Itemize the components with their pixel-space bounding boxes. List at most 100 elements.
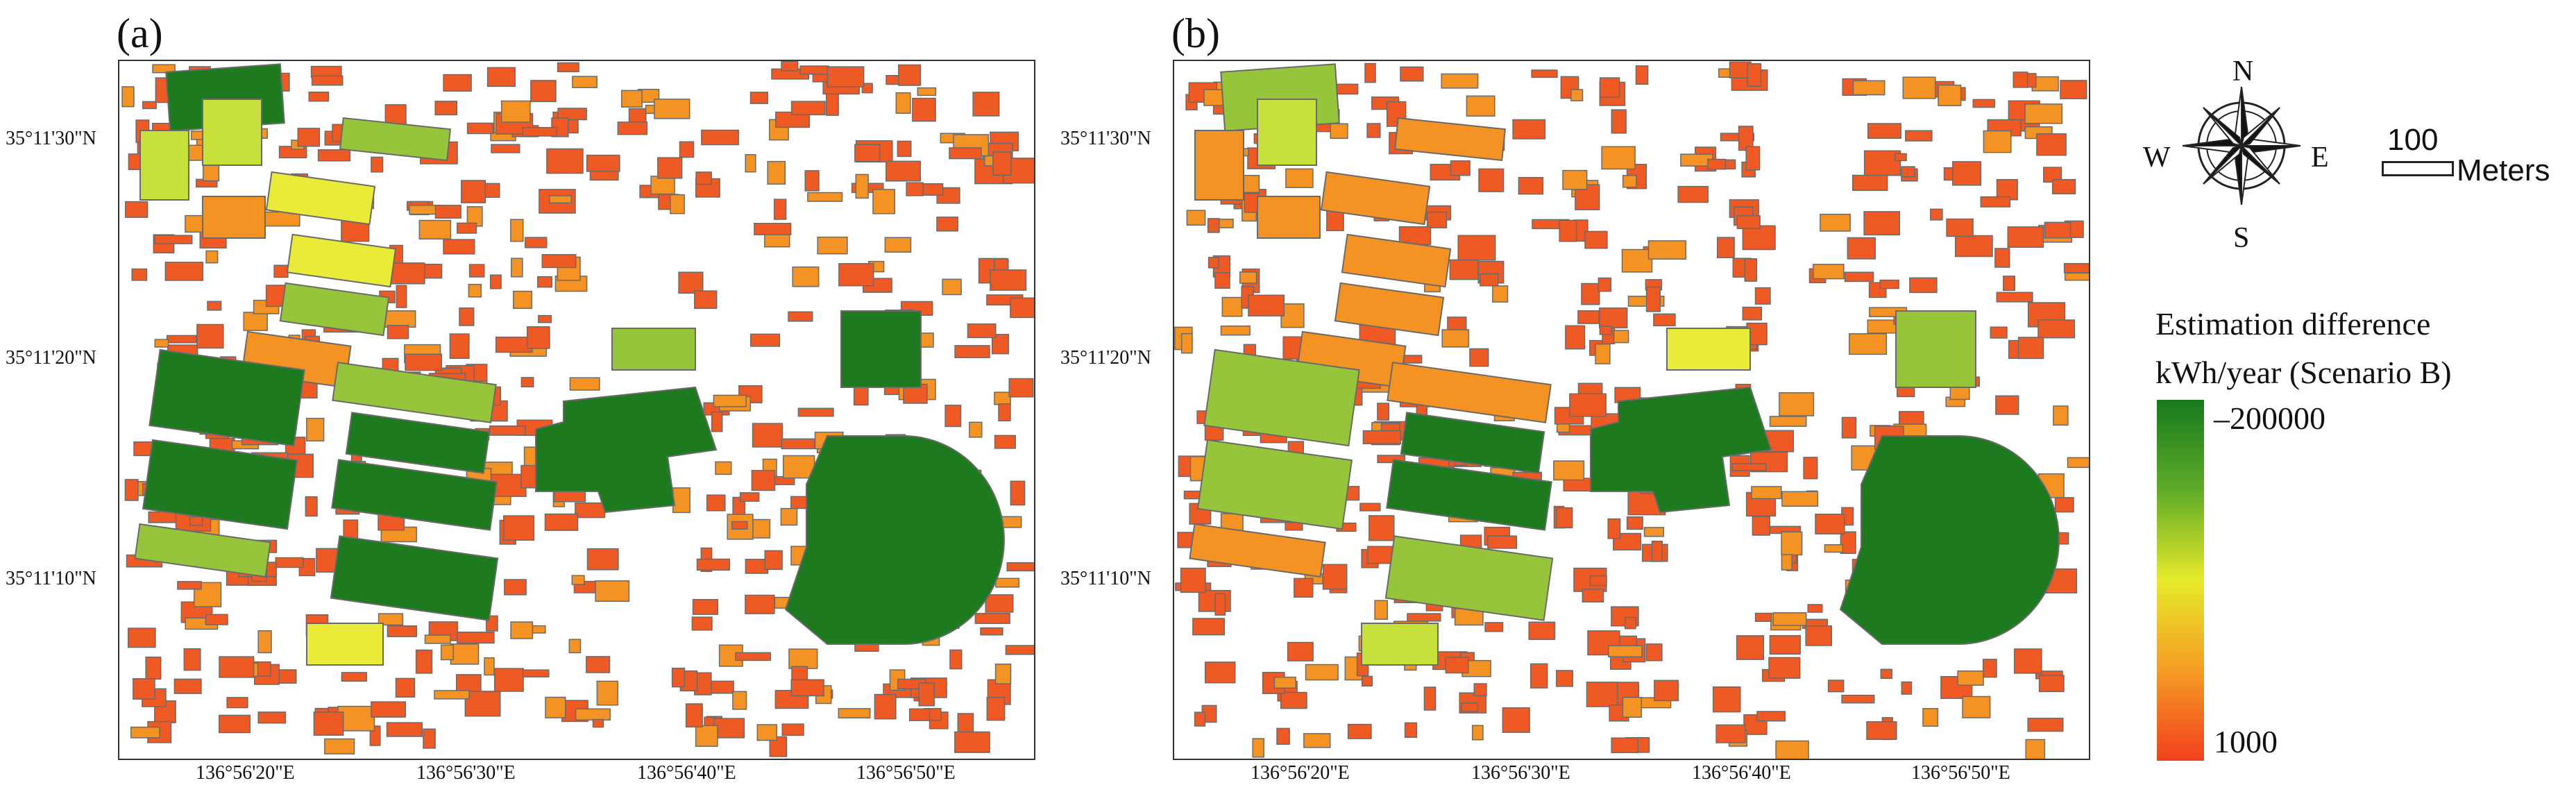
large-building bbox=[286, 233, 397, 288]
building-footprint bbox=[701, 129, 739, 146]
building-footprint bbox=[1280, 303, 1305, 328]
building-footprint bbox=[1781, 491, 1819, 507]
building-footprint bbox=[1626, 516, 1643, 530]
large-building bbox=[142, 439, 298, 530]
building-footprint bbox=[1214, 593, 1226, 616]
building-footprint bbox=[166, 335, 197, 344]
lon-tick-a-2: 136°56'30"E bbox=[416, 762, 516, 784]
building-footprint bbox=[769, 119, 789, 141]
building-footprint bbox=[1562, 169, 1588, 190]
building-footprint bbox=[790, 679, 824, 697]
building-footprint bbox=[1905, 130, 1933, 142]
building-footprint bbox=[1980, 196, 2011, 208]
building-footprint bbox=[504, 579, 527, 596]
building-footprint bbox=[183, 648, 201, 671]
building-footprint bbox=[707, 680, 734, 694]
building-footprint bbox=[1751, 486, 1782, 500]
building-footprint bbox=[538, 314, 552, 323]
building-footprint bbox=[1996, 292, 2033, 303]
building-footprint bbox=[670, 194, 685, 214]
building-footprint bbox=[991, 334, 1009, 355]
building-footprint bbox=[205, 614, 228, 625]
building-footprint bbox=[912, 97, 936, 122]
building-footprint bbox=[449, 333, 470, 360]
building-footprint bbox=[1754, 287, 1771, 305]
building-footprint bbox=[1208, 257, 1219, 269]
building-footprint bbox=[396, 285, 407, 308]
large-building bbox=[1400, 412, 1545, 474]
building-footprint bbox=[715, 461, 732, 475]
building-footprint bbox=[489, 425, 526, 436]
building-footprint bbox=[1512, 119, 1546, 140]
building-footprint bbox=[1781, 531, 1803, 556]
building-footprint bbox=[1982, 659, 1997, 678]
building-footprint bbox=[500, 100, 531, 123]
building-footprint bbox=[1607, 645, 1643, 658]
building-footprint bbox=[1909, 277, 1938, 294]
building-footprint bbox=[1180, 567, 1206, 593]
building-footprint bbox=[1744, 258, 1758, 282]
building-footprint bbox=[731, 521, 748, 530]
building-footprint bbox=[1621, 248, 1653, 273]
building-footprint bbox=[273, 264, 289, 278]
building-footprint bbox=[1867, 123, 1901, 139]
large-building bbox=[611, 328, 696, 371]
building-footprint bbox=[1559, 219, 1577, 242]
building-footprint bbox=[751, 470, 776, 491]
building-footprint bbox=[586, 548, 619, 571]
building-footprint bbox=[395, 677, 416, 698]
building-footprint bbox=[1478, 168, 1505, 192]
legend-min-label: 1000 bbox=[2214, 724, 2278, 759]
building-footprint bbox=[1611, 109, 1627, 134]
building-footprint bbox=[569, 377, 600, 391]
building-footprint bbox=[1359, 503, 1381, 512]
building-footprint bbox=[2037, 319, 2076, 339]
building-footprint bbox=[807, 192, 843, 202]
building-footprint bbox=[1756, 711, 1786, 722]
building-footprint bbox=[1815, 514, 1845, 534]
building-footprint bbox=[695, 725, 718, 747]
building-footprint bbox=[1008, 378, 1034, 398]
building-footprint bbox=[484, 183, 500, 198]
building-footprint bbox=[695, 171, 712, 185]
building-footprint bbox=[1303, 733, 1331, 748]
building-footprint bbox=[1651, 540, 1663, 562]
building-footprint bbox=[936, 217, 958, 232]
building-footprint bbox=[1647, 240, 1687, 260]
building-footprint bbox=[792, 266, 820, 287]
building-footprint bbox=[954, 731, 990, 753]
building-footprint bbox=[780, 507, 798, 526]
scale-bar-value: 100 bbox=[2387, 123, 2439, 157]
building-footprint bbox=[692, 598, 719, 615]
building-footprint bbox=[1368, 515, 1395, 541]
building-footprint bbox=[1595, 343, 1611, 364]
building-footprint bbox=[922, 183, 944, 196]
legend-color-ramp bbox=[2157, 400, 2204, 761]
building-footprint bbox=[1589, 575, 1607, 587]
large-building bbox=[331, 459, 498, 531]
building-footprint bbox=[1471, 725, 1484, 741]
building-footprint bbox=[131, 268, 148, 281]
building-footprint bbox=[1577, 382, 1603, 396]
building-footprint bbox=[1584, 230, 1608, 249]
building-footprint bbox=[1577, 310, 1600, 324]
building-footprint bbox=[423, 728, 436, 749]
building-footprint bbox=[620, 90, 643, 108]
building-footprint bbox=[745, 594, 775, 614]
building-footprint bbox=[1645, 643, 1663, 661]
building-footprint bbox=[895, 92, 911, 114]
building-footprint bbox=[657, 157, 683, 179]
building-footprint bbox=[464, 691, 501, 717]
building-footprint bbox=[1374, 600, 1388, 620]
large-building bbox=[139, 130, 189, 201]
building-footprint bbox=[513, 290, 533, 310]
building-footprint bbox=[696, 558, 731, 571]
building-footprint bbox=[1841, 416, 1857, 439]
building-footprint bbox=[219, 656, 255, 678]
building-footprint bbox=[949, 147, 982, 160]
building-footprint bbox=[205, 250, 219, 264]
building-footprint bbox=[1995, 395, 2019, 415]
building-footprint bbox=[745, 154, 756, 173]
building-footprint bbox=[1280, 691, 1307, 709]
building-footprint bbox=[1752, 516, 1770, 536]
